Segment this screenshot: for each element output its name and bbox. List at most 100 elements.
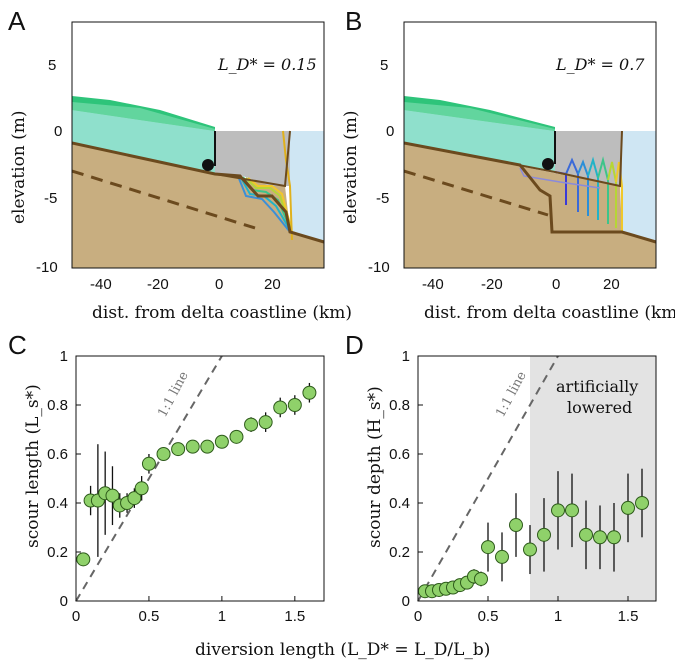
ytick-label: 1 (60, 348, 68, 365)
ytick-label: -10 (368, 259, 390, 276)
ytick-label: 0.2 (389, 544, 410, 561)
y-axis-label-d: scour depth (H_s*) (365, 386, 385, 548)
panel-a: A (8, 6, 352, 323)
basement-dashed (72, 169, 256, 230)
data-point (607, 530, 621, 545)
xtick-label: -40 (90, 276, 112, 293)
data-point (509, 518, 523, 533)
x-axis-label-a: dist. from delta coastline (km) (92, 303, 352, 323)
shade-label-line1: artificially (556, 377, 638, 396)
plot-frame (75, 355, 325, 602)
panel-letter-c: C (8, 330, 27, 360)
shared-x-axis-label: diversion length (L_D* = L_D/L_b) (195, 640, 490, 660)
xtick-label: 1 (218, 608, 226, 625)
xtick-label: 1.5 (284, 608, 305, 625)
data-point (258, 415, 273, 430)
xtick-label: 0 (72, 608, 80, 625)
panel-c: C 00.20.40.60.810 0.5 1 1.5 1:1 line scour … (8, 330, 325, 625)
ytick-label: -10 (36, 259, 58, 276)
ytick-label: 0.8 (47, 397, 68, 414)
ytick-label: 0 (386, 123, 394, 140)
scour-zone (215, 131, 290, 186)
xtick-label: 1 (554, 608, 562, 625)
ytick-label: 0 (54, 123, 62, 140)
diversion-point (542, 158, 554, 170)
diversion-point (202, 159, 214, 171)
data-point (593, 530, 607, 545)
data-point (171, 442, 186, 457)
data-point (551, 503, 565, 518)
one-to-one-line (75, 355, 223, 602)
ytick-label: 0.6 (389, 446, 410, 463)
ytick-label: 0.4 (389, 495, 410, 512)
data-point (565, 503, 579, 518)
panel-c-plot: 0 0.2 0.4 0.6 0.8 1 0 0.5 1 1.5 (47, 348, 325, 625)
panel-letter-d: D (345, 330, 364, 360)
x-axis-label-b: dist. from delta coastline (km) (424, 303, 675, 323)
panel-b-yticks: 5 0 -5 -10 (368, 57, 394, 276)
data-point (229, 429, 244, 444)
data-point (141, 456, 156, 471)
xtick-label: -20 (147, 276, 169, 293)
panel-a-plot (72, 22, 324, 268)
ytick-label: 0.8 (389, 397, 410, 414)
data-point (105, 488, 120, 503)
shaded-region (530, 356, 656, 601)
ytick-label: 5 (48, 57, 56, 74)
data-point (621, 500, 635, 515)
panel-b-xticks: -40 -20 0 20 (422, 276, 620, 293)
data-point (76, 552, 91, 567)
xtick-label: 0.5 (478, 608, 499, 625)
data-point (474, 571, 488, 586)
plot-frame (417, 355, 657, 602)
data-point (523, 542, 537, 557)
data-point (481, 540, 495, 555)
sediment-body (404, 143, 656, 268)
data-point (200, 439, 215, 454)
panel-d: D 0 0.2 0.4 0.6 0.8 1 0 0.5 1 1.5 artificially lo… (345, 330, 657, 625)
ocean-area (215, 131, 324, 242)
data-point (537, 527, 551, 542)
ytick-label: -5 (376, 190, 389, 207)
y-axis-label-b: elevation (m) (341, 110, 361, 224)
panel-a-yticks: 5 0 -5 -10 (36, 57, 62, 276)
data-point (134, 481, 149, 496)
ytick-label: 5 (380, 57, 388, 74)
xtick-label: -20 (481, 276, 503, 293)
data-point (302, 385, 317, 400)
data-point (495, 549, 509, 564)
data-point (185, 439, 200, 454)
xtick-label: -40 (422, 276, 444, 293)
ocean-area (555, 131, 656, 242)
xtick-label: 20 (264, 276, 281, 293)
river-water (404, 110, 555, 172)
data-point (244, 417, 259, 432)
one-to-one-line (417, 355, 559, 602)
annotation-ld-a: L_D* = 0.15 (217, 55, 317, 74)
ytick-label: 0 (402, 593, 410, 610)
data-point (214, 434, 229, 449)
panel-b: B L_D* = 0.7 (341, 6, 675, 323)
ytick-label: 0.6 (47, 446, 68, 463)
xtick-label: 0.5 (139, 608, 160, 625)
plot-background (76, 356, 324, 601)
panel-b-plot (404, 22, 656, 268)
ytick-label: 0.4 (47, 495, 68, 512)
annotation-ld-b: L_D* = 0.7 (555, 55, 645, 74)
basement-dashed (404, 169, 549, 217)
xtick-label: 0 (552, 276, 560, 293)
data-point (127, 491, 142, 506)
sediment-body (72, 143, 324, 268)
xtick-label: 20 (603, 276, 620, 293)
xtick-label: 0 (215, 276, 223, 293)
panel-a-xticks: -40 -20 0 20 (90, 276, 281, 293)
xtick-label: 0 (414, 608, 422, 625)
data-point (579, 527, 593, 542)
data-point (156, 447, 171, 461)
ytick-label: 1 (402, 348, 410, 365)
ytick-label: 0 (60, 593, 68, 610)
y-axis-label-a: elevation (m) (9, 110, 29, 224)
shade-label-line2: lowered (567, 398, 632, 417)
xtick-label: 1.5 (618, 608, 639, 625)
